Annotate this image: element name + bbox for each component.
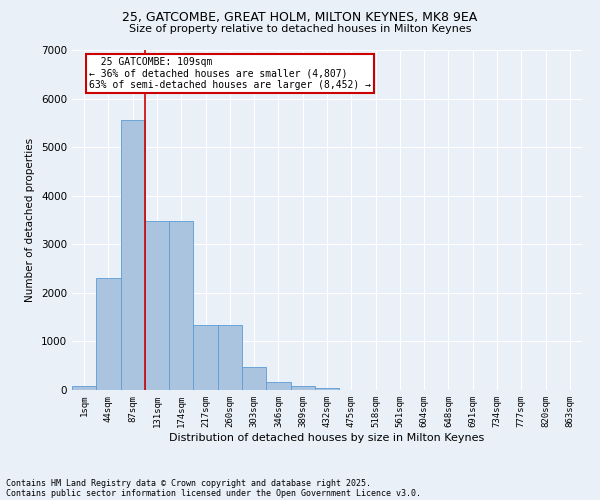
Bar xyxy=(96,278,121,390)
Text: Contains HM Land Registry data © Crown copyright and database right 2025.: Contains HM Land Registry data © Crown c… xyxy=(6,478,371,488)
Bar xyxy=(266,382,290,390)
Bar xyxy=(242,367,266,390)
Bar xyxy=(121,120,145,390)
Bar xyxy=(72,386,96,390)
Bar xyxy=(169,222,193,390)
Bar xyxy=(145,222,169,390)
Bar xyxy=(290,386,315,390)
Text: 25 GATCOMBE: 109sqm
← 36% of detached houses are smaller (4,807)
63% of semi-det: 25 GATCOMBE: 109sqm ← 36% of detached ho… xyxy=(89,58,371,90)
Bar xyxy=(315,388,339,390)
X-axis label: Distribution of detached houses by size in Milton Keynes: Distribution of detached houses by size … xyxy=(169,432,485,442)
Text: Contains public sector information licensed under the Open Government Licence v3: Contains public sector information licen… xyxy=(6,488,421,498)
Bar xyxy=(218,326,242,390)
Text: 25, GATCOMBE, GREAT HOLM, MILTON KEYNES, MK8 9EA: 25, GATCOMBE, GREAT HOLM, MILTON KEYNES,… xyxy=(122,11,478,24)
Text: Size of property relative to detached houses in Milton Keynes: Size of property relative to detached ho… xyxy=(129,24,471,34)
Bar xyxy=(193,326,218,390)
Y-axis label: Number of detached properties: Number of detached properties xyxy=(25,138,35,302)
